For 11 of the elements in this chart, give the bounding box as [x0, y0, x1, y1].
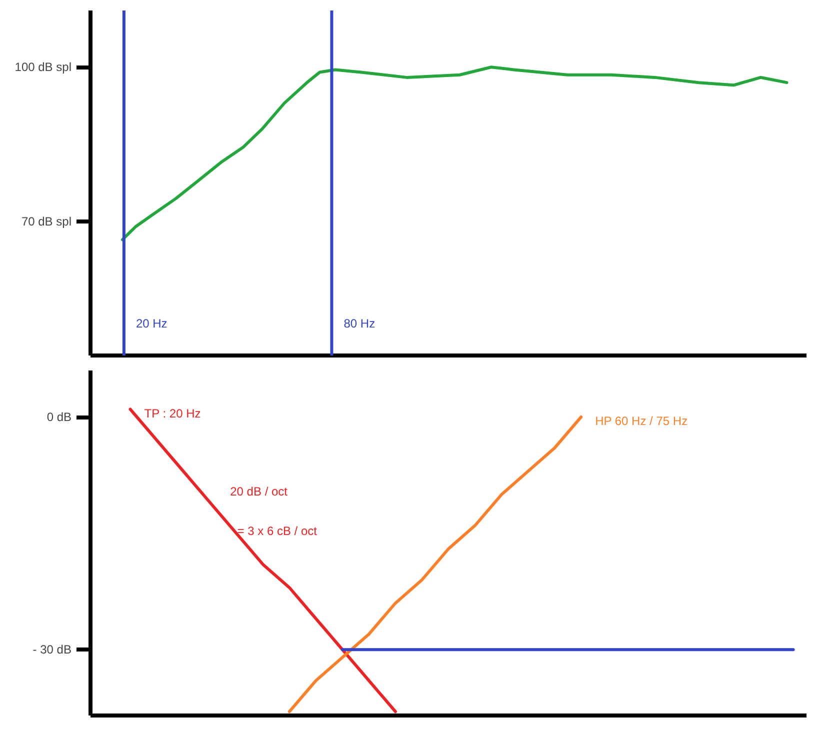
annotation: = 3 x 6 cB / oct: [237, 524, 318, 538]
y-tick-label: 0 dB: [46, 410, 72, 424]
series-label: HP 60 Hz / 75 Hz: [595, 414, 688, 428]
y-tick-label: - 30 dB: [32, 642, 72, 657]
y-tick-label: 100 dB spl: [14, 60, 72, 74]
line-series: [128, 408, 397, 714]
ref-line-label: 20 Hz: [136, 316, 168, 330]
annotation: 20 dB / oct: [230, 484, 288, 498]
series-label: TP : 20 Hz: [144, 406, 201, 420]
ref-line-label: 80 Hz: [344, 316, 376, 330]
y-tick-label: 70 dB spl: [21, 214, 72, 229]
